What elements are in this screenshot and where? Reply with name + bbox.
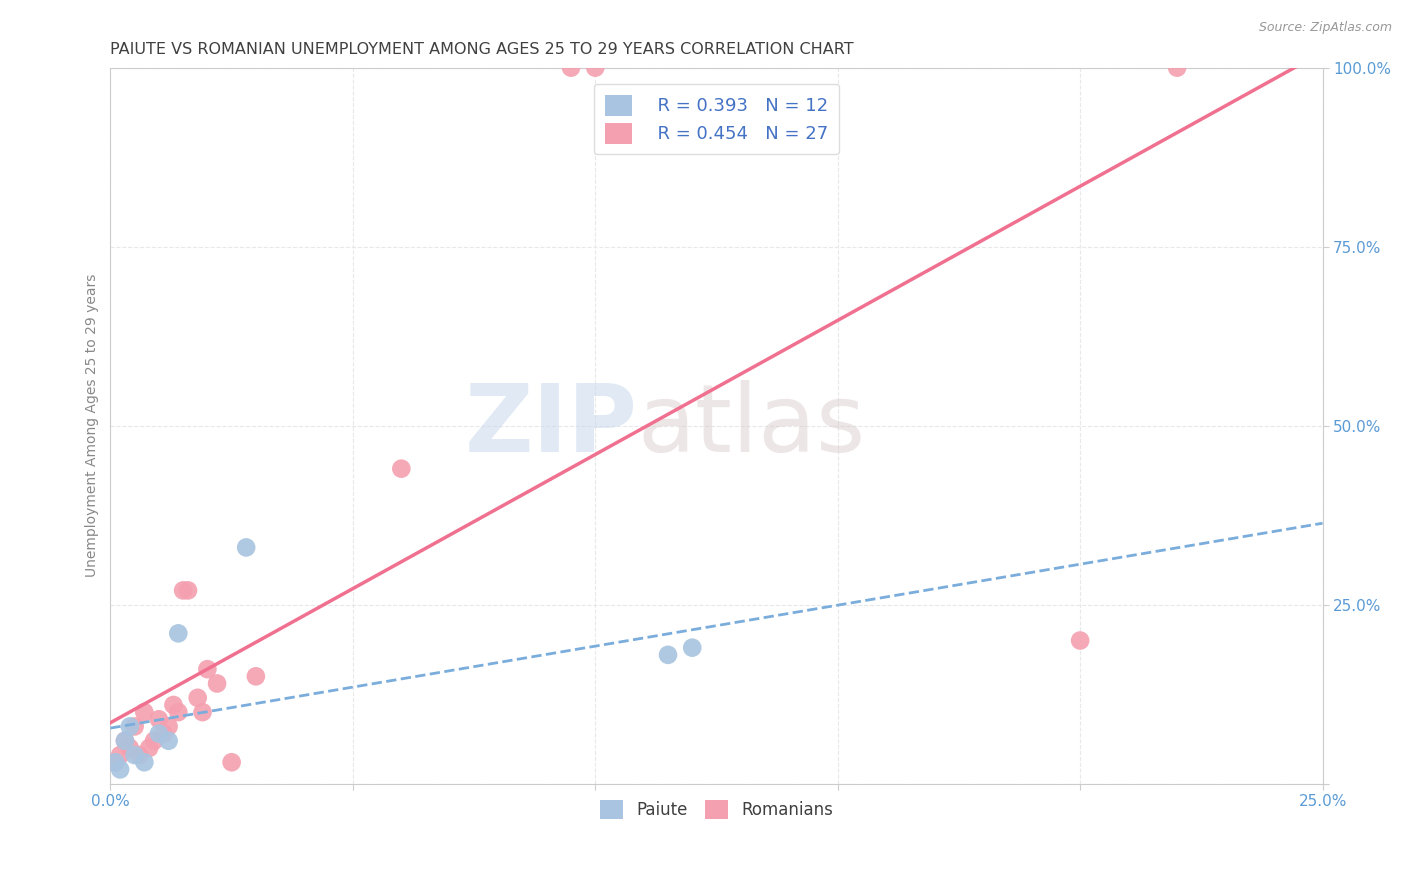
Point bbox=[245, 669, 267, 683]
Point bbox=[583, 61, 606, 75]
Point bbox=[235, 541, 257, 555]
Point bbox=[172, 583, 194, 598]
Point bbox=[157, 733, 180, 747]
Point bbox=[205, 676, 228, 690]
Point bbox=[104, 756, 127, 770]
Point bbox=[191, 705, 214, 719]
Text: ZIP: ZIP bbox=[465, 380, 638, 472]
Point bbox=[177, 583, 200, 598]
Point bbox=[681, 640, 703, 655]
Point bbox=[114, 733, 136, 747]
Point bbox=[560, 61, 582, 75]
Point bbox=[124, 719, 146, 733]
Point bbox=[1166, 61, 1188, 75]
Point bbox=[221, 756, 243, 770]
Point bbox=[162, 698, 184, 712]
Point bbox=[143, 733, 166, 747]
Point bbox=[157, 719, 180, 733]
Point bbox=[124, 748, 146, 763]
Point bbox=[114, 733, 136, 747]
Point bbox=[167, 705, 190, 719]
Point bbox=[148, 712, 170, 726]
Point bbox=[118, 719, 141, 733]
Text: atlas: atlas bbox=[638, 380, 866, 472]
Y-axis label: Unemployment Among Ages 25 to 29 years: Unemployment Among Ages 25 to 29 years bbox=[86, 274, 100, 577]
Text: PAIUTE VS ROMANIAN UNEMPLOYMENT AMONG AGES 25 TO 29 YEARS CORRELATION CHART: PAIUTE VS ROMANIAN UNEMPLOYMENT AMONG AG… bbox=[111, 42, 853, 57]
Point bbox=[389, 461, 412, 475]
Point bbox=[134, 756, 156, 770]
Point bbox=[167, 626, 190, 640]
Point bbox=[148, 726, 170, 740]
Legend: Paiute, Romanians: Paiute, Romanians bbox=[593, 793, 839, 825]
Point bbox=[108, 763, 131, 777]
Point bbox=[104, 756, 127, 770]
Point bbox=[128, 748, 150, 763]
Point bbox=[108, 748, 131, 763]
Point bbox=[134, 705, 156, 719]
Point bbox=[152, 726, 174, 740]
Point bbox=[657, 648, 679, 662]
Point bbox=[1069, 633, 1091, 648]
Point bbox=[138, 740, 160, 755]
Point bbox=[118, 740, 141, 755]
Point bbox=[187, 690, 209, 705]
Text: Source: ZipAtlas.com: Source: ZipAtlas.com bbox=[1258, 21, 1392, 34]
Point bbox=[195, 662, 218, 676]
